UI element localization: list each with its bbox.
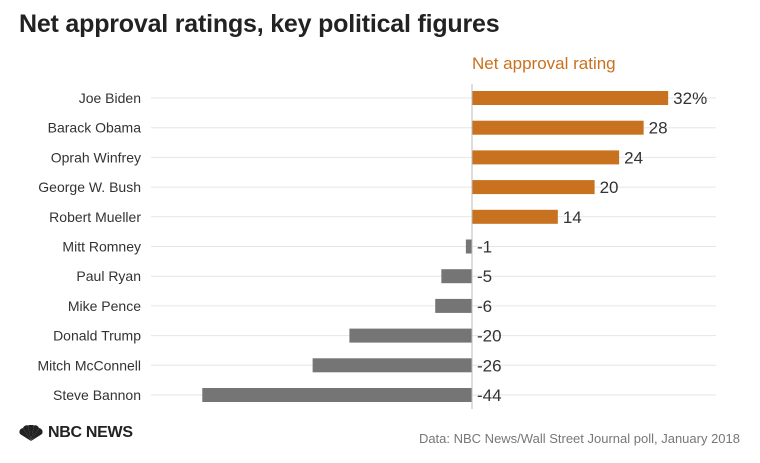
value-label: 32% bbox=[673, 89, 707, 108]
value-label: -1 bbox=[477, 238, 492, 257]
source-note: Data: NBC News/Wall Street Journal poll,… bbox=[418, 431, 740, 446]
value-label: 24 bbox=[624, 148, 643, 167]
series-label: Net approval rating bbox=[472, 54, 616, 73]
value-label: -26 bbox=[477, 356, 502, 375]
bar bbox=[472, 91, 669, 105]
value-label: 20 bbox=[600, 178, 619, 197]
value-label: 14 bbox=[563, 208, 582, 227]
category-label: Donald Trump bbox=[53, 328, 141, 344]
bar bbox=[441, 269, 472, 284]
value-label: -5 bbox=[477, 267, 492, 286]
value-label: -20 bbox=[477, 327, 502, 346]
value-label: -6 bbox=[477, 297, 492, 316]
category-label: Robert Mueller bbox=[49, 209, 141, 225]
bar bbox=[472, 150, 620, 165]
peacock-icon bbox=[19, 424, 43, 441]
bar bbox=[472, 209, 558, 224]
category-label: Steve Bannon bbox=[53, 387, 141, 403]
bar bbox=[349, 328, 472, 343]
nbc-news-logo: NBC NEWS bbox=[18, 424, 133, 442]
category-label: Joe Biden bbox=[79, 90, 141, 106]
category-label: Barack Obama bbox=[48, 120, 142, 136]
category-label: Mitt Romney bbox=[62, 239, 141, 255]
value-label: -44 bbox=[477, 386, 502, 405]
category-label: Paul Ryan bbox=[76, 268, 141, 284]
category-label: Mitch McConnell bbox=[38, 357, 141, 373]
logo-text: NBC NEWS bbox=[48, 424, 133, 441]
bar bbox=[472, 180, 595, 195]
bar bbox=[465, 239, 472, 254]
category-label: George W. Bush bbox=[38, 179, 141, 195]
bar bbox=[435, 298, 472, 313]
bar bbox=[312, 358, 472, 373]
category-label: Oprah Winfrey bbox=[51, 149, 141, 165]
category-label: Mike Pence bbox=[68, 298, 141, 314]
bar bbox=[202, 388, 472, 402]
chart-title: Net approval ratings, key political figu… bbox=[19, 10, 500, 38]
value-label: 28 bbox=[649, 119, 668, 138]
bar bbox=[472, 120, 644, 135]
